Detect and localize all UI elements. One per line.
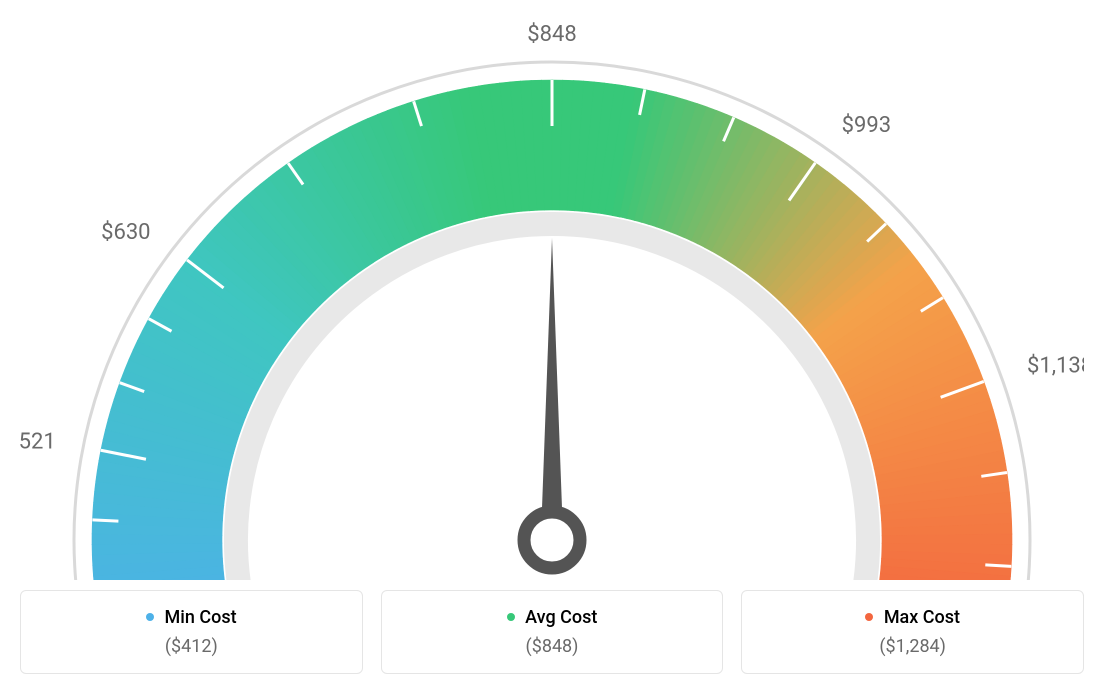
legend-min-card: Min Cost ($412) xyxy=(20,590,363,674)
gauge-svg: $412$521$630$848$993$1,138$1,284 xyxy=(20,20,1084,580)
legend-min-label: Min Cost xyxy=(165,607,237,628)
gauge-tick-label: $1,138 xyxy=(1027,354,1084,379)
legend-max-label: Max Cost xyxy=(884,607,960,628)
legend-avg-label: Avg Cost xyxy=(525,607,597,628)
gauge-hub xyxy=(524,512,580,568)
gauge-needle xyxy=(542,238,562,508)
legend-min-value: ($412) xyxy=(33,636,350,657)
legend-max-card: Max Cost ($1,284) xyxy=(741,590,1084,674)
dot-icon xyxy=(507,613,515,621)
legend-row: Min Cost ($412) Avg Cost ($848) Max Cost… xyxy=(20,590,1084,674)
dot-icon xyxy=(146,613,154,621)
gauge-tick-label: $521 xyxy=(20,429,56,454)
legend-max-value: ($1,284) xyxy=(754,636,1071,657)
cost-gauge: $412$521$630$848$993$1,138$1,284 xyxy=(20,20,1084,580)
gauge-tick-label: $630 xyxy=(101,220,150,245)
legend-avg-card: Avg Cost ($848) xyxy=(381,590,724,674)
gauge-tick-label: $848 xyxy=(527,22,576,47)
gauge-tick-label: $993 xyxy=(842,113,891,138)
legend-avg-title: Avg Cost xyxy=(394,607,711,628)
legend-max-title: Max Cost xyxy=(754,607,1071,628)
legend-avg-value: ($848) xyxy=(394,636,711,657)
legend-min-title: Min Cost xyxy=(33,607,350,628)
dot-icon xyxy=(865,613,873,621)
